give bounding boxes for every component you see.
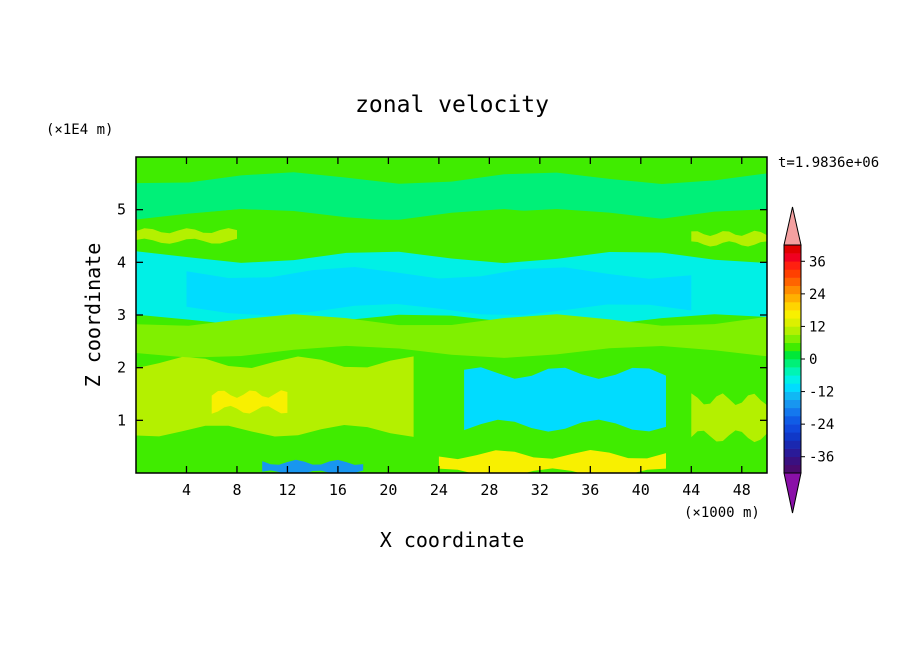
colorbar-tick-label: -24 — [809, 417, 834, 433]
contour-region-lower-cyan-tongue — [464, 367, 666, 432]
colorbar-tick-label: 0 — [809, 352, 817, 368]
contour-field — [136, 157, 767, 473]
contour-region-yellow-green-streak-right — [691, 230, 767, 247]
x-tick-label: 32 — [531, 481, 549, 499]
colorbar-segment — [784, 302, 801, 311]
colorbar-segment — [784, 424, 801, 433]
y-tick-label: 2 — [117, 359, 126, 377]
colorbar-tick-label: -36 — [809, 450, 834, 466]
colorbar-segment — [784, 334, 801, 344]
x-tick-label: 8 — [232, 481, 241, 499]
colorbar-segment — [784, 359, 801, 368]
colorbar-segment — [784, 464, 801, 474]
colorbar-segment — [784, 350, 801, 360]
x-tick-label: 16 — [329, 481, 347, 499]
colorbar-segment — [784, 342, 801, 352]
contour-region-upper-teal — [136, 172, 767, 221]
y-tick-label: 5 — [117, 201, 126, 219]
colorbar-segment — [784, 261, 801, 270]
colorbar-segment — [784, 310, 801, 319]
colorbar-segment — [784, 318, 801, 327]
colorbar-segment — [784, 407, 801, 417]
contour-region-top-band — [136, 157, 767, 184]
chart-title: zonal velocity — [355, 92, 549, 118]
colorbar-segment — [784, 456, 801, 466]
time-label: t=1.9836e+06 — [778, 155, 879, 171]
contour-region-mid-yellow-green — [136, 314, 767, 358]
contour-region-lower-yellow — [211, 390, 288, 414]
y-unit-label: (×1E4 m) — [46, 122, 113, 138]
y-tick-label: 3 — [117, 306, 126, 324]
x-axis-label: X coordinate — [380, 528, 525, 552]
colorbar-segment — [784, 253, 801, 262]
colorbar-tick-label: 36 — [809, 254, 826, 270]
contour-region-right-yellow-green — [691, 393, 767, 443]
x-tick-label: 36 — [581, 481, 599, 499]
colorbar-segment — [784, 326, 801, 335]
x-tick-label: 4 — [182, 481, 191, 499]
colorbar-segment — [784, 269, 801, 278]
contour-region-mid-green — [136, 209, 767, 263]
colorbar-segment — [784, 285, 801, 295]
colorbar-segment — [784, 391, 801, 401]
colorbar-segment — [784, 375, 801, 384]
colorbar: 36 24 12 0 -12 -24 -36 — [783, 206, 834, 514]
colorbar-segment — [784, 383, 801, 392]
colorbar-segment — [784, 245, 801, 254]
colorbar-tick-label: -12 — [809, 385, 834, 401]
y-tick-label: 1 — [117, 411, 126, 429]
colorbar-tick-label: 24 — [809, 287, 826, 303]
x-tick-label: 40 — [632, 481, 650, 499]
colorbar-segment — [784, 367, 801, 376]
x-tick-label: 28 — [480, 481, 498, 499]
colorbar-segment — [784, 399, 801, 409]
colorbar-segment — [784, 277, 801, 287]
x-tick-label: 20 — [379, 481, 397, 499]
y-axis-label: Z coordinate — [81, 243, 105, 388]
contour-region-bottom-yellow — [438, 450, 666, 473]
y-tick-label: 4 — [117, 253, 126, 271]
contour-region-yellow-green-streak-left — [136, 228, 237, 244]
contour-region-light-cyan-core — [186, 267, 692, 316]
colorbar-under-arrow — [783, 472, 802, 514]
colorbar-tick-label: 12 — [809, 319, 826, 335]
x-tick-label: 48 — [733, 481, 751, 499]
colorbar-segment — [784, 293, 801, 303]
colorbar-segment — [784, 432, 801, 441]
x-unit-label: (×1000 m) — [684, 505, 760, 521]
colorbar-segment — [784, 440, 801, 449]
colorbar-segment — [784, 416, 801, 425]
colorbar-over-arrow — [783, 206, 802, 246]
x-tick-label: 12 — [278, 481, 296, 499]
x-tick-label: 44 — [682, 481, 700, 499]
x-tick-label: 24 — [430, 481, 448, 499]
colorbar-segment — [784, 448, 801, 458]
